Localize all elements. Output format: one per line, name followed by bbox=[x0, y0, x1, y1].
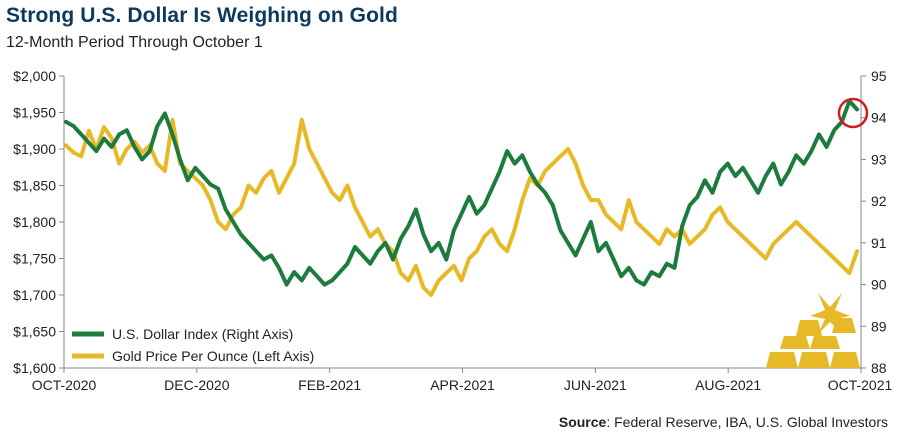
right-tick-label: 91 bbox=[871, 235, 887, 251]
x-tick-label: DEC-2020 bbox=[164, 377, 230, 393]
source-note: Source: Federal Reserve, IBA, U.S. Globa… bbox=[559, 414, 888, 430]
x-tick-label: OCT-2021 bbox=[828, 377, 893, 393]
chart-subtitle: 12-Month Period Through October 1 bbox=[6, 34, 263, 51]
x-tick-label: FEB-2021 bbox=[298, 377, 361, 393]
axes-layer: $1,600 $1,650 $1,700 $1,750 $1,800 $1,850 $1,9… bbox=[13, 68, 892, 393]
right-tick-label: 88 bbox=[871, 360, 887, 376]
legend: U.S. Dollar Index (Right Axis) Gold Pric… bbox=[72, 326, 314, 364]
left-tick-label: $1,650 bbox=[13, 324, 56, 340]
x-tick-label: AUG-2021 bbox=[695, 377, 761, 393]
right-tick-label: 89 bbox=[871, 318, 887, 334]
usd-index-line bbox=[64, 99, 859, 287]
right-tick-label: 93 bbox=[871, 151, 887, 167]
x-tick-label: JUN-2021 bbox=[564, 377, 627, 393]
legend-gold-label: Gold Price Per Ounce (Left Axis) bbox=[112, 348, 314, 364]
source-text: : Federal Reserve, IBA, U.S. Global Inve… bbox=[606, 414, 888, 430]
left-tick-label: $1,950 bbox=[13, 105, 56, 121]
left-tick-label: $1,850 bbox=[13, 178, 56, 194]
right-tick-label: 95 bbox=[871, 68, 887, 84]
left-tick-label: $1,750 bbox=[13, 251, 56, 267]
gold-bars-icon bbox=[766, 293, 860, 368]
left-tick-label: $1,700 bbox=[13, 287, 56, 303]
right-tick-label: 90 bbox=[871, 277, 887, 293]
x-tick-label: APR-2021 bbox=[430, 377, 495, 393]
legend-usd-label: U.S. Dollar Index (Right Axis) bbox=[112, 326, 293, 342]
left-tick-label: $2,000 bbox=[13, 68, 56, 84]
right-tick-label: 94 bbox=[871, 110, 887, 126]
source-label: Source bbox=[558, 414, 607, 430]
x-tick-label: OCT-2020 bbox=[32, 377, 97, 393]
right-tick-label: 92 bbox=[871, 193, 887, 209]
left-tick-label: $1,900 bbox=[13, 141, 56, 157]
gold-price-line bbox=[64, 117, 859, 297]
latest-high-highlight-circle bbox=[837, 97, 869, 129]
series-layer bbox=[64, 99, 859, 297]
left-tick-label: $1,600 bbox=[13, 360, 56, 376]
chart-title: Strong U.S. Dollar Is Weighing on Gold bbox=[6, 4, 398, 27]
left-tick-label: $1,800 bbox=[13, 214, 56, 230]
